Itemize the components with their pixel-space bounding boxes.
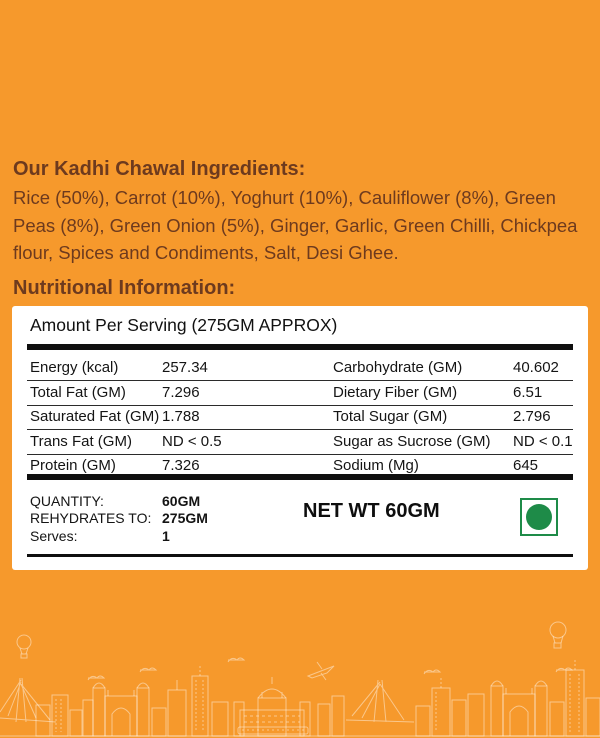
nutrient-value: 7.296 [162, 383, 200, 401]
green-dot [526, 504, 552, 530]
ingredients-heading: Our Kadhi Chawal Ingredients: [13, 158, 306, 180]
nutrient-value: 645 [513, 456, 539, 474]
quantity-label: QUANTITY: [30, 492, 104, 509]
serves-label: Serves: [30, 527, 78, 544]
nutrient-label: Total Sugar (GM) [333, 408, 448, 425]
rehydrates-value: 275GM [162, 510, 208, 527]
nutrition-panel [12, 306, 588, 570]
nutrition-table: Energy (kcal) 257.34 Carbohydrate (GM) 4… [27, 350, 573, 478]
divider-line-bottom [27, 554, 573, 557]
serves-value: 1 [162, 527, 170, 544]
table-row: Saturated Fat (GM) 1.788 Total Sugar (GM… [27, 406, 573, 430]
nutrient-value: ND < 0.5 [162, 432, 222, 450]
nutrient-value: 6.51 [513, 383, 543, 401]
nutrient-value: 1.788 [162, 408, 200, 425]
net-weight: NET WT 60GM [303, 500, 440, 522]
nutrient-value: 7.326 [162, 456, 200, 474]
ingredients-text: Rice (50%), Carrot (10%), Yoghurt (10%),… [13, 187, 578, 263]
city-skyline-illustration [0, 621, 600, 737]
nutrient-label: Dietary Fiber (GM) [333, 383, 458, 401]
nutrient-label: Carbohydrate (GM) [333, 359, 463, 376]
divider-bar-middle [27, 474, 573, 480]
nutrient-label: Total Fat (GM) [30, 383, 126, 401]
nutrition-heading: Nutritional Information: [13, 277, 236, 299]
serving-summary: QUANTITY: 60GM REHYDRATES TO: 275GM Serv… [30, 492, 290, 545]
nutrient-label: Saturated Fat (GM) [30, 408, 160, 425]
serving-title: Amount Per Serving (275GM APPROX) [30, 315, 338, 335]
quantity-value: 60GM [162, 492, 201, 509]
nutrient-label: Protein (GM) [30, 456, 116, 474]
nutrient-label: Trans Fat (GM) [30, 432, 132, 450]
nutrient-value: 2.796 [513, 408, 551, 425]
nutrient-value: ND < 0.1 [513, 432, 573, 450]
table-row: Energy (kcal) 257.34 Carbohydrate (GM) 4… [27, 350, 573, 381]
nutrient-label: Energy (kcal) [30, 359, 119, 376]
nutrient-value: 257.34 [162, 359, 208, 376]
divider-bar-top [27, 344, 573, 350]
nutrient-label: Sodium (Mg) [333, 456, 419, 474]
veg-mark-green-dot-icon [520, 498, 558, 536]
nutrient-value: 40.602 [513, 359, 559, 376]
nutrient-label: Sugar as Sucrose (GM) [333, 432, 491, 450]
rehydrates-label: REHYDRATES TO: [30, 510, 152, 527]
table-row: Protein (GM) 7.326 Sodium (Mg) 645 [27, 455, 573, 478]
table-row: Trans Fat (GM) ND < 0.5 Sugar as Sucrose… [27, 430, 573, 455]
table-row: Total Fat (GM) 7.296 Dietary Fiber (GM) … [27, 381, 573, 406]
